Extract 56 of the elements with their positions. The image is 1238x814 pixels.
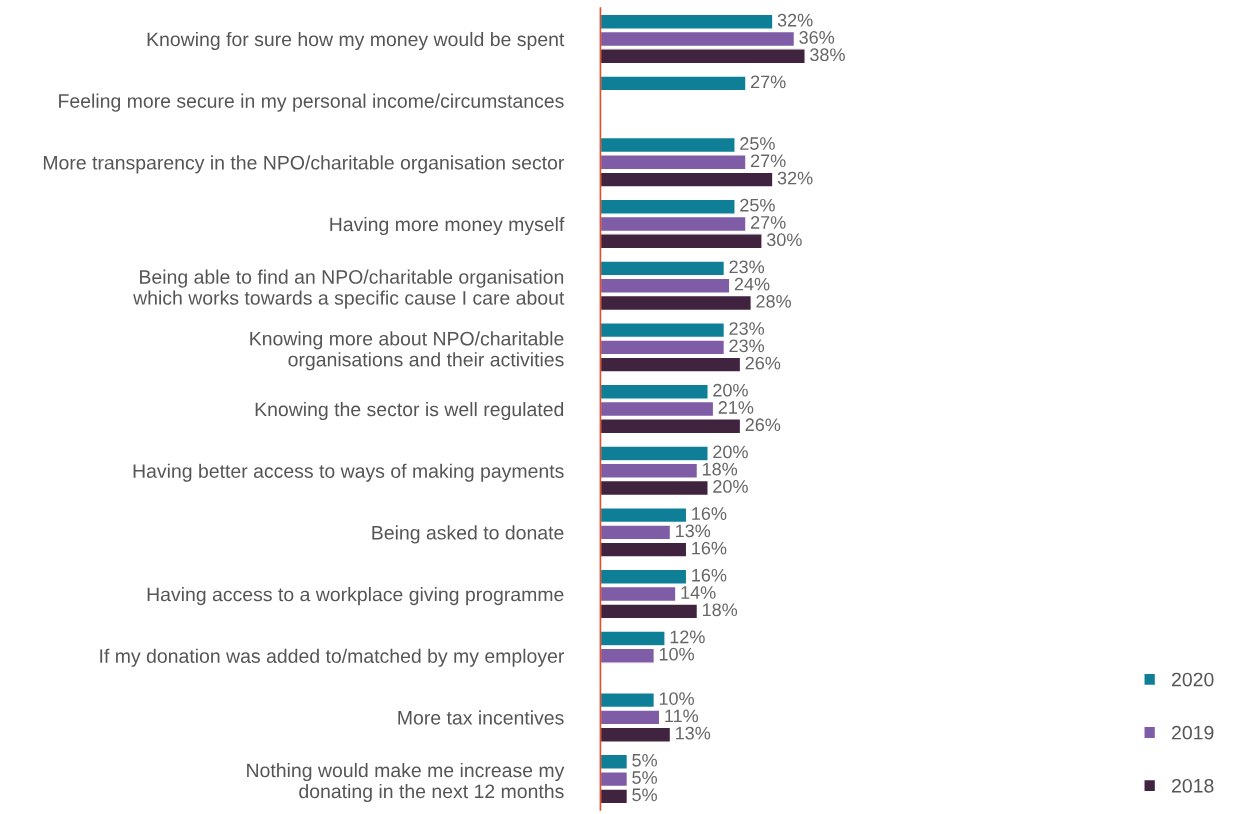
y-tick-label: Feeling more secure in my personal income/circumstances xyxy=(59,93,564,112)
data-label: 26% xyxy=(745,418,781,432)
y-tick-label: Having more money myself xyxy=(330,216,565,236)
data-label: 32% xyxy=(777,171,813,185)
data-label: 24% xyxy=(734,277,770,291)
bar xyxy=(600,541,688,558)
y-tick-label: Having better access to ways of making payments xyxy=(133,463,564,482)
data-label: 27% xyxy=(751,154,786,168)
data-label: 21% xyxy=(718,401,754,414)
y-tick-label: Being able to find an NPO/charitable organisation which works towards a specific cause I care about xyxy=(133,269,565,309)
y-tick-label: More tax incentives xyxy=(398,710,564,725)
data-label: 13% xyxy=(676,726,711,740)
data-label: 14% xyxy=(681,586,716,599)
data-label: 5% xyxy=(632,753,657,767)
data-label: 16% xyxy=(692,541,727,555)
y-tick-label: Nothing would make me increase my donating in the next 12 months xyxy=(247,762,565,803)
data-label: 18% xyxy=(702,603,738,617)
data-label: 20% xyxy=(713,480,748,493)
data-label: 26% xyxy=(745,356,781,370)
data-label: 10% xyxy=(659,647,694,661)
bar xyxy=(600,356,742,373)
data-label: 32% xyxy=(777,13,813,27)
data-label: 11% xyxy=(665,709,699,723)
data-label: 27% xyxy=(751,75,786,89)
data-label: 25% xyxy=(740,137,775,150)
y-tick-label: If my donation was added to/matched by my employer xyxy=(100,648,565,667)
data-label: 38% xyxy=(810,48,845,62)
y-tick-label: Knowing the sector is well regulated xyxy=(255,401,564,421)
y-tick-label: Knowing for sure how my money would be spent xyxy=(147,31,565,51)
data-label: 23% xyxy=(729,260,765,274)
data-label: 27% xyxy=(751,216,786,229)
data-label: 20% xyxy=(713,445,748,459)
data-label: 16% xyxy=(692,507,727,520)
y-tick-label: Knowing more about NPO/charitable organisations and their activities xyxy=(250,331,564,371)
y-tick-label: More transparency in the NPO/charitable organisation sector xyxy=(43,155,565,174)
legend-label: 2020 xyxy=(1172,672,1214,687)
data-label: 20% xyxy=(713,383,748,397)
data-label: 12% xyxy=(670,630,705,644)
legend-label: 2018 xyxy=(1172,778,1214,793)
data-label: 18% xyxy=(702,462,738,476)
data-label: 28% xyxy=(756,295,791,308)
bar xyxy=(600,75,747,92)
y-tick-label: Having access to a workplace giving programme xyxy=(147,587,564,606)
data-label: 25% xyxy=(740,198,775,212)
data-label: 13% xyxy=(676,524,711,538)
legend-label: 2019 xyxy=(1172,725,1214,740)
data-label: 23% xyxy=(729,322,765,335)
data-label: 16% xyxy=(692,568,727,582)
data-label: 36% xyxy=(799,31,835,44)
data-label: 30% xyxy=(766,233,802,247)
data-label: 5% xyxy=(632,771,657,784)
data-label: 23% xyxy=(729,339,765,353)
bar xyxy=(600,171,774,188)
data-label: 5% xyxy=(632,788,657,802)
data-label: 10% xyxy=(659,692,694,705)
y-tick-label: Being asked to donate xyxy=(372,525,564,544)
